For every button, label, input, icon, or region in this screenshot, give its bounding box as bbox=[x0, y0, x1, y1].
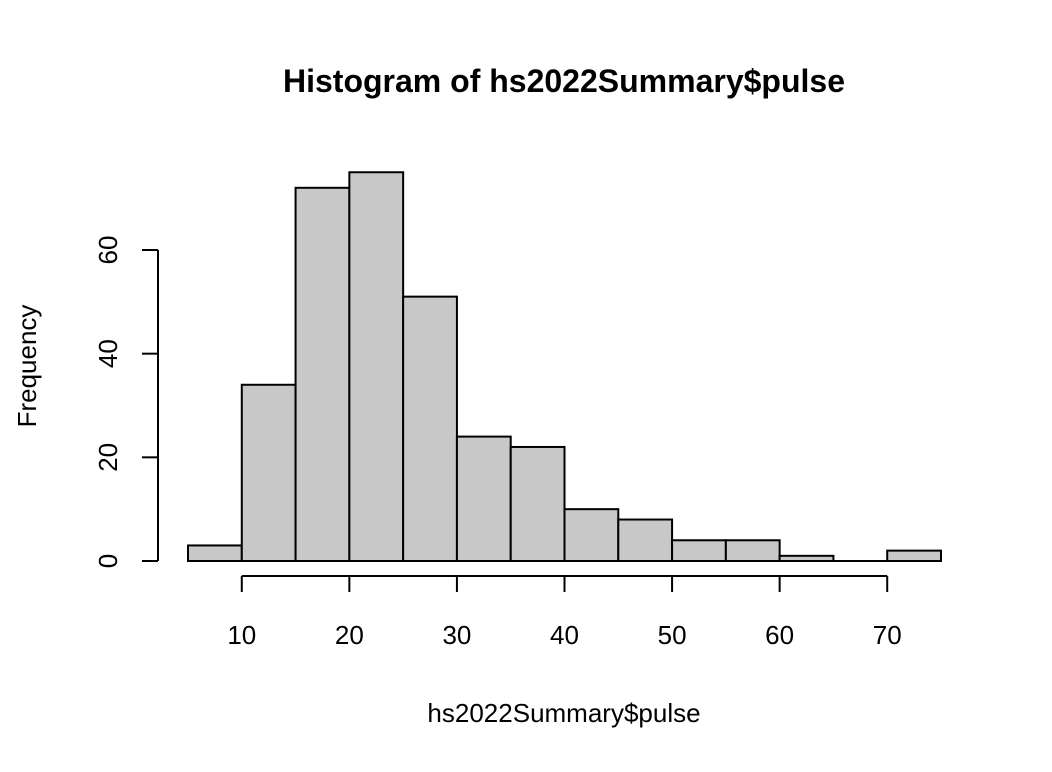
histogram-bar-0 bbox=[187, 544, 243, 563]
x-tick-label-50: 50 bbox=[658, 620, 687, 650]
histogram-bar-11 bbox=[778, 554, 835, 562]
histogram-bar-3 bbox=[348, 171, 405, 562]
x-tick-label-10: 10 bbox=[227, 620, 256, 650]
histogram-bar-7 bbox=[563, 508, 620, 562]
y-tick-label-40: 40 bbox=[93, 339, 123, 368]
histogram-bar-10 bbox=[724, 539, 781, 562]
y-axis-label: Frequency bbox=[12, 305, 42, 428]
histogram-bar-6 bbox=[509, 445, 566, 563]
histogram-bars bbox=[187, 171, 943, 563]
histogram-bar-13 bbox=[886, 549, 943, 563]
y-axis: 0 20 40 60 bbox=[93, 236, 159, 568]
histogram-bar-9 bbox=[671, 539, 727, 562]
histogram-bar-8 bbox=[617, 518, 674, 562]
x-axis-label: hs2022Summary$pulse bbox=[427, 698, 700, 728]
histogram-bar-5 bbox=[455, 435, 512, 563]
x-tick-label-60: 60 bbox=[765, 620, 794, 650]
histogram-bar-2 bbox=[294, 186, 351, 563]
x-axis: 10 20 30 40 50 60 70 bbox=[227, 575, 902, 650]
x-tick-label-30: 30 bbox=[442, 620, 471, 650]
histogram-bar-1 bbox=[240, 383, 297, 562]
x-tick-label-40: 40 bbox=[550, 620, 579, 650]
histogram-bar-4 bbox=[402, 295, 458, 562]
x-tick-label-20: 20 bbox=[335, 620, 364, 650]
y-tick-label-60: 60 bbox=[93, 236, 123, 265]
chart-title: Histogram of hs2022Summary$pulse bbox=[283, 63, 845, 99]
x-tick-label-70: 70 bbox=[873, 620, 902, 650]
y-tick-label-0: 0 bbox=[93, 554, 123, 568]
y-tick-label-20: 20 bbox=[93, 443, 123, 472]
